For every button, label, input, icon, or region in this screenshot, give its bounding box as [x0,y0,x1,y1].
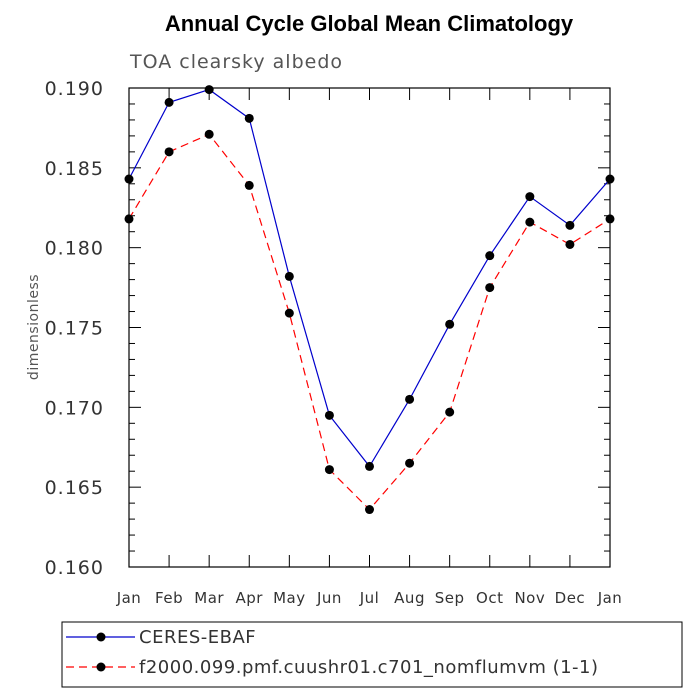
data-point [324,410,334,420]
legend-marker [96,662,106,672]
x-tick-label: Dec [555,589,586,607]
y-tick-label: 0.185 [45,158,104,180]
data-point [565,239,575,249]
data-point [324,465,334,475]
y-axis-label: dimensionless [26,274,42,380]
x-tick-label: Jan [597,589,623,607]
x-tick-label: Jan [116,589,142,607]
y-tick-label: 0.165 [45,477,104,499]
x-tick-label: Nov [514,589,545,607]
x-tick-label: Oct [476,589,503,607]
x-tick-label: Sep [435,589,465,607]
data-point [445,319,455,329]
y-tick-label: 0.190 [45,78,104,100]
series-1 [124,85,615,471]
data-point [204,85,214,95]
y-tick-label: 0.170 [45,397,104,419]
data-point [485,283,495,293]
legend: CERES-EBAF f2000.099.pmf.cuushr01.c701_no… [61,621,683,688]
y-tick-label: 0.180 [45,238,104,260]
series-line [128,88,611,468]
x-tick-label: Jun [316,589,342,607]
legend-label: f2000.099.pmf.cuushr01.c701_nomflumvm (1… [139,657,599,678]
x-tick-label: Aug [394,589,425,607]
data-point [365,505,374,515]
y-tick-labels: 0.160 0.165 0.170 0.175 0.180 0.185 0.190 [45,78,104,579]
x-tick-label: Apr [236,589,264,607]
data-point [164,147,174,157]
data-point [284,271,294,281]
data-point [405,458,415,468]
legend-box [61,621,683,688]
data-point [284,308,294,318]
legend-marker [96,632,106,642]
data-point [525,217,535,227]
data-point [405,394,415,404]
legend-entry: f2000.099.pmf.cuushr01.c701_nomflumvm (1… [66,657,599,678]
series-line [128,133,611,511]
data-point [244,180,254,190]
data-point [164,97,174,107]
plot-series [124,85,615,515]
y-tick-label: 0.160 [45,557,104,579]
chart-title: Annual Cycle Global Mean Climatology [165,11,574,36]
x-tick-label: Jul [359,589,380,607]
legend-label: CERES-EBAF [139,627,256,648]
data-point [445,407,455,417]
x-tick-label: May [273,589,306,607]
x-tick-labels: Jan Feb Mar Apr May Jun Jul Aug Sep Oct Nov Dec Jan [116,589,623,607]
data-point [485,251,495,261]
plot-frame [128,87,611,568]
x-tick-label: Feb [155,589,183,607]
axis-ticks [128,87,611,568]
x-tick-label: Mar [194,589,224,607]
data-point [244,113,254,123]
chart-subtitle: TOA clearsky albedo [129,51,343,73]
data-point [565,220,575,230]
data-point [365,461,374,471]
data-point [204,129,214,139]
series-2 [124,129,615,515]
y-tick-label: 0.175 [45,318,104,340]
data-point [525,192,535,202]
legend-entry: CERES-EBAF [66,627,256,648]
